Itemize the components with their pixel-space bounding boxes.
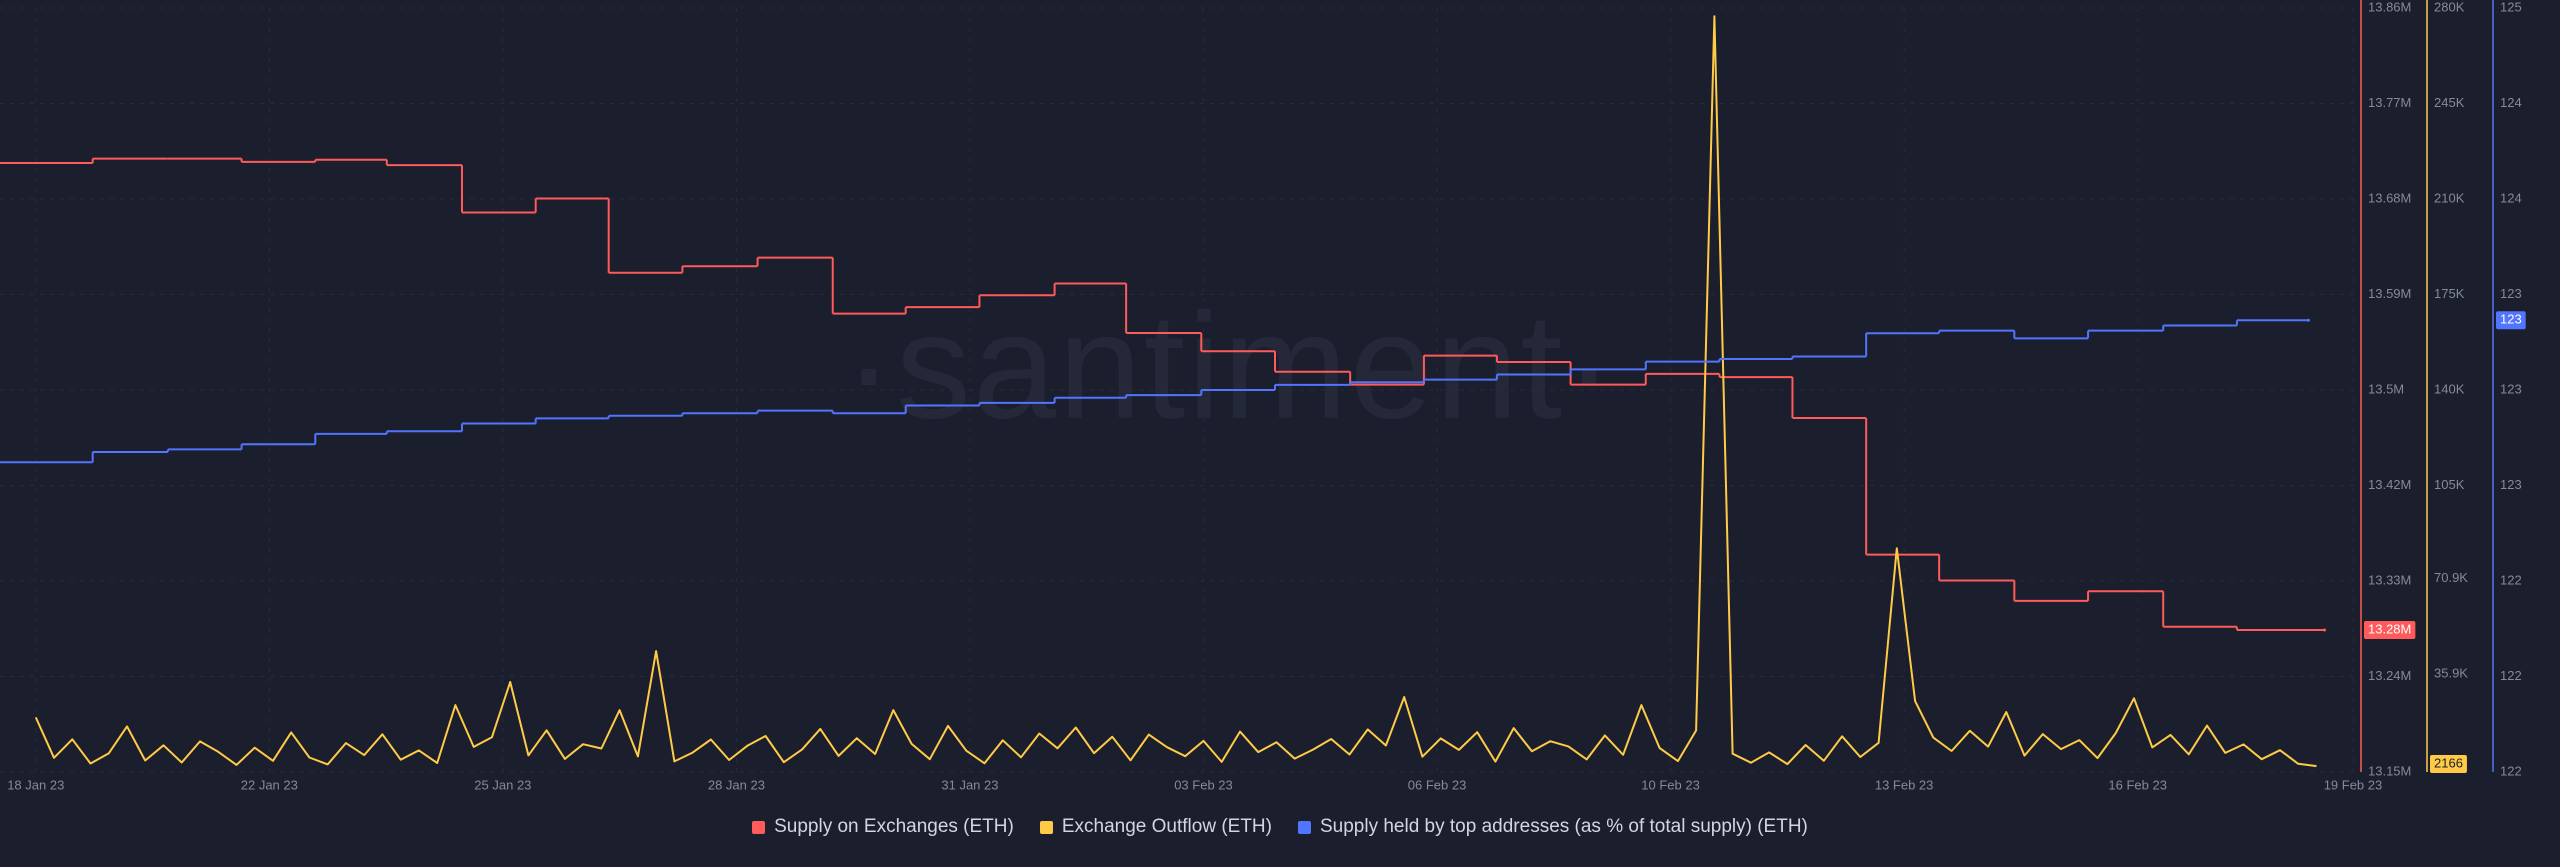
series <box>0 318 2310 464</box>
y-tick-label: 13.42M <box>2368 477 2411 492</box>
y-tick-label: 13.59M <box>2368 286 2411 301</box>
legend-swatch <box>1039 820 1053 834</box>
y-tick-label: 13.68M <box>2368 190 2411 205</box>
y-tick-label: 13.33M <box>2368 572 2411 587</box>
x-tick-label: 18 Jan 23 <box>7 777 64 792</box>
x-tick-label: 10 Feb 23 <box>1641 777 1700 792</box>
y-tick-label: 124 <box>2500 190 2522 205</box>
x-tick-label: 16 Feb 23 <box>2108 777 2167 792</box>
y-tick-label: 140K <box>2434 381 2465 396</box>
y-tick-label: 105K <box>2434 477 2465 492</box>
value-badge-label: 123 <box>2500 312 2522 327</box>
y-tick-label: 123 <box>2500 477 2522 492</box>
watermark: ·santiment· <box>844 282 1616 450</box>
legend-item[interactable]: Supply on Exchanges (ETH) <box>752 816 1014 838</box>
y-tick-label: 13.5M <box>2368 381 2404 396</box>
y-tick-label: 122 <box>2500 668 2522 683</box>
x-tick-label: 13 Feb 23 <box>1875 777 1934 792</box>
x-tick-label: 28 Jan 23 <box>708 777 765 792</box>
y-tick-label: 210K <box>2434 190 2465 205</box>
x-tick-label: 06 Feb 23 <box>1408 777 1467 792</box>
x-tick-label: 31 Jan 23 <box>941 777 998 792</box>
y-tick-label: 13.86M <box>2368 0 2411 14</box>
value-badge-label: 2166 <box>2434 755 2463 770</box>
y-tick-label: 122 <box>2500 763 2522 778</box>
y-tick-label: 124 <box>2500 95 2522 110</box>
value-badge-label: 13.28M <box>2368 621 2411 636</box>
line <box>34 15 2317 768</box>
y-tick-label: 123 <box>2500 286 2522 301</box>
x-tick-label: 25 Jan 23 <box>474 777 531 792</box>
x-tick-label: 03 Feb 23 <box>1174 777 1233 792</box>
legend-swatch <box>1297 820 1311 834</box>
y-tick-label: 123 <box>2500 381 2522 396</box>
legend-item[interactable]: Supply held by top addresses (as % of to… <box>1297 816 1808 838</box>
x-tick-label: 19 Feb 23 <box>2324 777 2383 792</box>
y-tick-label: 245K <box>2434 95 2465 110</box>
value-badge <box>2496 311 2526 330</box>
value-badge <box>2364 620 2416 639</box>
y-tick-label: 13.15M <box>2368 763 2411 778</box>
x-tick-label: 22 Jan 23 <box>241 777 298 792</box>
y-tick-label: 13.77M <box>2368 95 2411 110</box>
value-badge <box>2430 755 2467 773</box>
legend: Supply on Exchanges (ETH) Exchange Outflo… <box>0 816 2560 838</box>
y-tick-label: 175K <box>2434 286 2465 301</box>
y-tick-label: 70.9K <box>2434 570 2468 585</box>
y-tick-label: 122 <box>2500 572 2522 587</box>
y-tick-label: 13.24M <box>2368 668 2411 683</box>
line-end <box>2306 318 2310 322</box>
series <box>34 15 2317 768</box>
legend-label: Supply on Exchanges (ETH) <box>774 816 1014 837</box>
y-tick-label: 280K <box>2434 0 2465 14</box>
y-tick-label: 35.9K <box>2434 665 2468 680</box>
y-tick-label: 125 <box>2500 0 2522 14</box>
legend-label: Exchange Outflow (ETH) <box>1061 816 1272 837</box>
line-end <box>2323 628 2327 632</box>
legend-swatch <box>752 820 766 834</box>
series <box>0 157 2327 632</box>
legend-label: Supply held by top addresses (as % of to… <box>1319 816 1808 837</box>
legend-item[interactable]: Exchange Outflow (ETH) <box>1039 816 1272 838</box>
